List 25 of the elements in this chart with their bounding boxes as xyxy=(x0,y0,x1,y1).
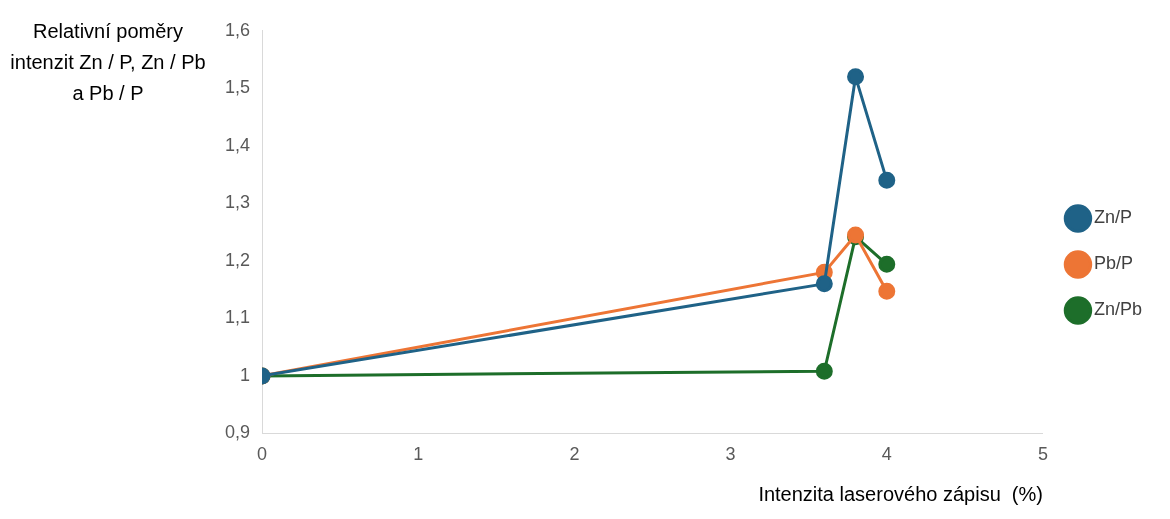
point xyxy=(878,171,896,189)
y-tick-label: 1,1 xyxy=(224,307,251,328)
y-tick-label: 1,4 xyxy=(224,134,251,155)
y-tick-label: 1,2 xyxy=(224,249,251,270)
point xyxy=(847,68,865,86)
point xyxy=(878,255,896,273)
x-tick-label: 0 xyxy=(257,444,268,465)
legend-label: Zn/P xyxy=(1093,207,1132,228)
x-tick-label: 5 xyxy=(1037,444,1048,465)
x-tick-label: 4 xyxy=(881,444,892,465)
y-tick-label: 1 xyxy=(240,364,251,385)
point xyxy=(878,282,896,300)
point xyxy=(815,362,833,380)
y-axis-title: Relativní poměry intenzit Zn / P, Zn / Pb a Pb / P xyxy=(9,19,207,106)
x-axis-title: Intenzita laserového zápisu (%) xyxy=(758,482,1043,505)
y-tick-label: 0,9 xyxy=(224,422,251,443)
x-tick-label: 2 xyxy=(569,444,580,465)
y-tick-label: 1,6 xyxy=(224,19,251,40)
x-tick-label: 1 xyxy=(413,444,424,465)
y-tick-label: 1,3 xyxy=(224,192,251,213)
y-tick-label: 1,5 xyxy=(224,77,251,98)
x-tick-label: 3 xyxy=(725,444,736,465)
legend-label: Zn/Pb xyxy=(1093,299,1143,320)
point xyxy=(815,275,833,293)
legend-label: Pb/P xyxy=(1093,253,1134,274)
